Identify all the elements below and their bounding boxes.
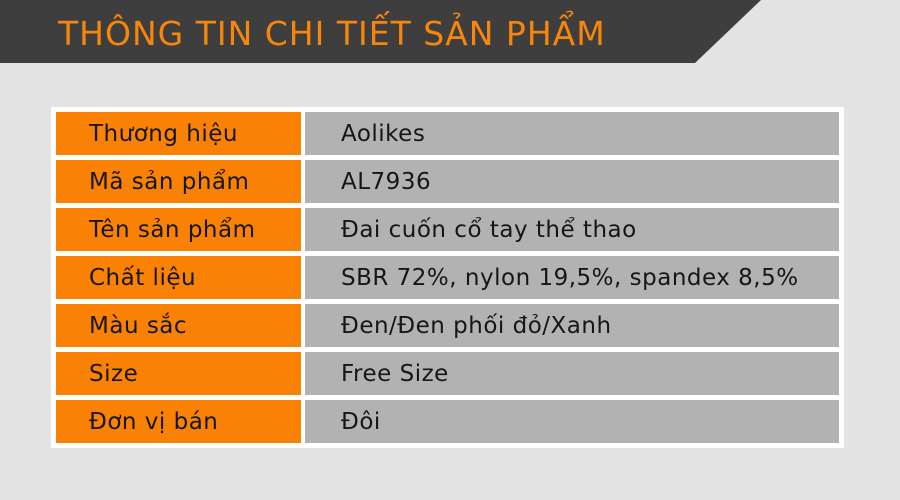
- spec-label: Chất liệu: [56, 256, 301, 299]
- spec-label: Màu sắc: [56, 304, 301, 347]
- spec-value: Aolikes: [305, 112, 839, 155]
- spec-table: Thương hiệu Aolikes Mã sản phẩm AL7936 T…: [51, 107, 844, 448]
- spec-label: Tên sản phẩm: [56, 208, 301, 251]
- spec-label: Thương hiệu: [56, 112, 301, 155]
- spec-value: Đai cuốn cổ tay thể thao: [305, 208, 839, 251]
- spec-value: Free Size: [305, 352, 839, 395]
- spec-value: SBR 72%, nylon 19,5%, spandex 8,5%: [305, 256, 839, 299]
- table-row: Thương hiệu Aolikes: [56, 112, 839, 155]
- page-title: THÔNG TIN CHI TIẾT SẢN PHẨM: [58, 14, 606, 53]
- spec-value: Đôi: [305, 400, 839, 443]
- table-row: Tên sản phẩm Đai cuốn cổ tay thể thao: [56, 208, 839, 251]
- table-row: Size Free Size: [56, 352, 839, 395]
- spec-label: Size: [56, 352, 301, 395]
- table-row: Đơn vị bán Đôi: [56, 400, 839, 443]
- table-row: Màu sắc Đen/Đen phối đỏ/Xanh: [56, 304, 839, 347]
- table-row: Chất liệu SBR 72%, nylon 19,5%, spandex …: [56, 256, 839, 299]
- header-banner: THÔNG TIN CHI TIẾT SẢN PHẨM: [0, 0, 761, 63]
- spec-value: AL7936: [305, 160, 839, 203]
- spec-label: Mã sản phẩm: [56, 160, 301, 203]
- spec-value: Đen/Đen phối đỏ/Xanh: [305, 304, 839, 347]
- spec-label: Đơn vị bán: [56, 400, 301, 443]
- table-row: Mã sản phẩm AL7936: [56, 160, 839, 203]
